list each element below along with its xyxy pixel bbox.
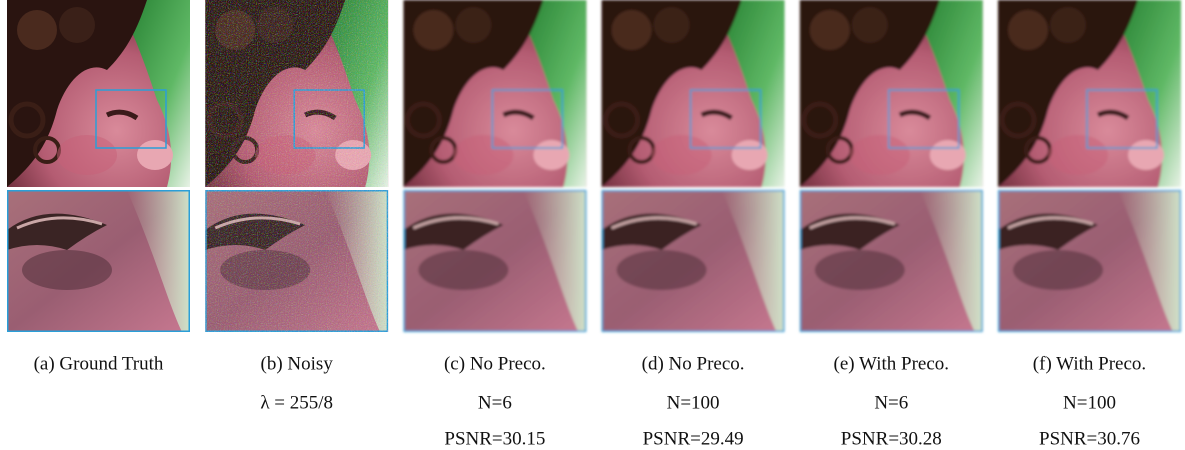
panel: (b) Noisy λ = 255/8 <box>205 0 388 413</box>
figure: (a) Ground Truth (b) Noisy λ = 255/8 (c) No… <box>0 0 1185 450</box>
zoom-image <box>800 190 983 332</box>
caption-detail: N=6 <box>478 392 512 413</box>
full-image <box>800 0 983 187</box>
caption-detail: PSNR=29.49 <box>643 428 744 449</box>
caption-detail: PSNR=30.28 <box>841 428 942 449</box>
full-image <box>602 0 785 187</box>
panel: (d) No Preco. N=100 PSNR=29.49 <box>602 0 785 449</box>
zoom-image <box>602 190 785 332</box>
zoom-image <box>7 190 190 332</box>
caption: (e) With Preco. <box>834 353 949 374</box>
caption-detail: N=100 <box>667 392 720 413</box>
caption: (d) No Preco. <box>642 353 745 374</box>
full-image <box>7 0 190 187</box>
panel: (c) No Preco. N=6 PSNR=30.15 <box>403 0 586 449</box>
caption-detail: PSNR=30.76 <box>1039 428 1140 449</box>
caption: (c) No Preco. <box>444 353 546 374</box>
full-image <box>403 0 586 187</box>
panel: (e) With Preco. N=6 PSNR=30.28 <box>800 0 983 449</box>
caption: (b) Noisy <box>261 353 334 374</box>
caption-detail: λ = 255/8 <box>260 392 333 413</box>
zoom-image <box>205 190 388 332</box>
caption-detail: N=6 <box>874 392 908 413</box>
full-image <box>998 0 1181 187</box>
zoom-image <box>998 190 1181 332</box>
full-image <box>205 0 388 187</box>
caption: (a) Ground Truth <box>34 353 164 374</box>
caption: (f) With Preco. <box>1033 353 1146 374</box>
zoom-image <box>403 190 586 332</box>
caption-detail: N=100 <box>1063 392 1116 413</box>
panel: (f) With Preco. N=100 PSNR=30.76 <box>998 0 1181 449</box>
caption-detail: PSNR=30.15 <box>444 428 545 449</box>
panel: (a) Ground Truth <box>7 0 190 374</box>
